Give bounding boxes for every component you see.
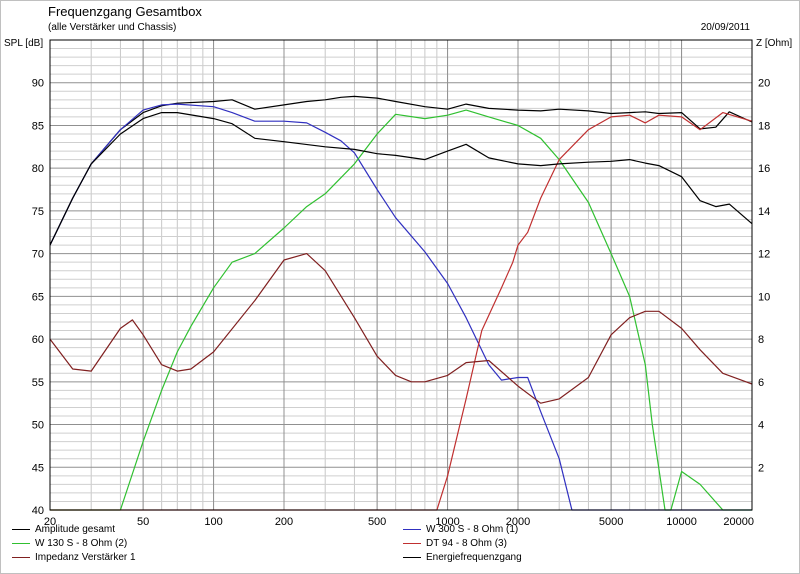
legend-label: Impedanz Verstärker 1 (35, 552, 136, 563)
x-tick-label: 5000 (599, 516, 623, 528)
series-line-3 (50, 109, 752, 511)
legend-entry: Energiefrequenzgang (403, 552, 522, 563)
y-tick-label: 75 (32, 206, 44, 218)
y-tick-label: 60 (32, 334, 44, 346)
series-line-4 (50, 111, 753, 511)
chart-title: Frequenzgang Gesamtbox (48, 4, 202, 19)
series-line-2 (49, 103, 752, 511)
y2-tick-label: 18 (758, 120, 770, 132)
y2-tick-label: 16 (758, 163, 770, 175)
legend-swatch (403, 557, 421, 558)
series-line-6 (49, 111, 753, 246)
legend-swatch (12, 557, 30, 558)
y-tick-label: 85 (32, 120, 44, 132)
y2-tick-label: 10 (758, 291, 770, 303)
y2-tick-label: 20 (758, 78, 770, 90)
y2-tick-label: 8 (758, 334, 764, 346)
legend-swatch (403, 529, 421, 530)
x-tick-label: 2000 (506, 516, 530, 528)
x-tick-label: 10000 (666, 516, 697, 528)
x-tick-label: 1000 (435, 516, 459, 528)
legend-swatch (12, 529, 30, 530)
plot-border (49, 39, 753, 511)
legend-entry: Impedanz Verstärker 1 (12, 552, 136, 563)
y-axis-label-right: Z [Ohm] (756, 38, 793, 49)
x-tick-label: 100 (204, 516, 222, 528)
x-tick-label: 500 (368, 516, 386, 528)
y-tick-label: 55 (32, 377, 44, 389)
y2-tick-label: 14 (758, 206, 770, 218)
legend-label: Energiefrequenzgang (426, 552, 522, 563)
legend-swatch (12, 543, 30, 544)
legend-label: DT 94 - 8 Ohm (3) (426, 538, 507, 549)
legend-label: W 300 S - 8 Ohm (1) (426, 524, 519, 535)
chart-date: 20/09/2011 (700, 22, 750, 33)
y-tick-label: 45 (32, 462, 44, 474)
y2-tick-label: 2 (758, 462, 764, 474)
y-axis-label-left: SPL [dB] (4, 38, 44, 49)
y-tick-label: 90 (32, 78, 44, 90)
y2-tick-label: 12 (758, 249, 770, 261)
series-line-5 (49, 253, 753, 404)
x-tick-label: 200 (275, 516, 293, 528)
x-tick-label: 20000 (723, 516, 754, 528)
y2-tick-label: 4 (758, 420, 764, 432)
legend-entry: W 300 S - 8 Ohm (1) (403, 524, 518, 535)
y-tick-label: 70 (32, 249, 44, 261)
y-tick-label: 40 (32, 505, 44, 517)
legend-label: Amplitude gesamt (35, 524, 116, 535)
y-tick-label: 80 (32, 163, 44, 175)
chart-subtitle: (alle Verstärker und Chassis) (48, 22, 177, 33)
y-tick-label: 65 (32, 291, 44, 303)
legend-entry: Amplitude gesamt (12, 524, 115, 535)
legend-swatch (403, 543, 421, 544)
plot-area (50, 40, 752, 510)
legend-label: W 130 S - 8 Ohm (2) (35, 538, 128, 549)
x-tick-label: 50 (137, 516, 149, 528)
y2-tick-label: 6 (758, 377, 764, 389)
y-tick-label: 50 (32, 420, 44, 432)
legend-entry: DT 94 - 8 Ohm (3) (403, 538, 507, 549)
legend-entry: W 130 S - 8 Ohm (2) (12, 538, 127, 549)
x-tick-label: 20 (44, 516, 56, 528)
